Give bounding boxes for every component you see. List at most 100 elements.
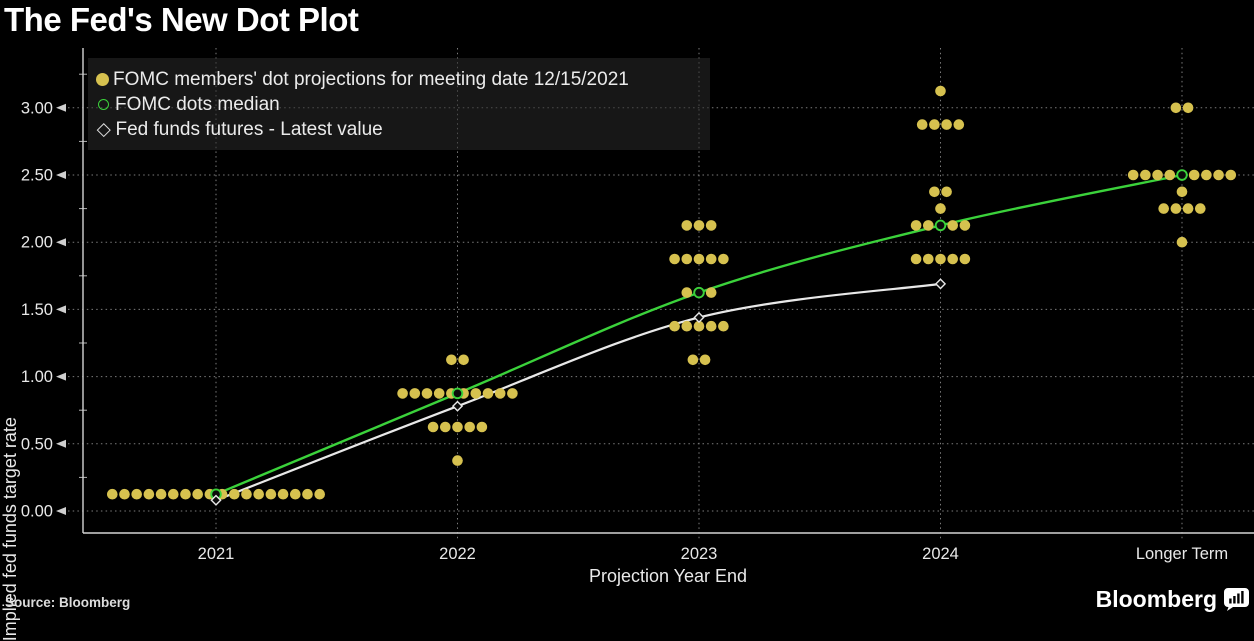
bloomberg-chart-icon bbox=[1224, 588, 1249, 611]
fomc-dot bbox=[1201, 169, 1212, 181]
fomc-dot bbox=[427, 421, 439, 433]
fomc-dot bbox=[143, 488, 155, 500]
fomc-dot bbox=[923, 253, 934, 265]
yellow-dot-icon bbox=[96, 73, 109, 86]
fomc-dot bbox=[452, 455, 463, 466]
fomc-dot bbox=[681, 287, 693, 298]
fomc-dot bbox=[1188, 169, 1200, 181]
y-tick-label: 1.00 bbox=[21, 368, 53, 386]
fomc-dot bbox=[947, 220, 958, 231]
green-circle-icon bbox=[98, 99, 109, 110]
fomc-dot bbox=[693, 253, 705, 265]
fomc-dot bbox=[1182, 102, 1194, 114]
chart-legend: FOMC members' dot projections for meetin… bbox=[88, 58, 710, 150]
y-tick-arrow bbox=[56, 171, 66, 179]
fomc-dot bbox=[507, 388, 518, 399]
fomc-dot bbox=[699, 354, 711, 366]
fomc-dot bbox=[935, 253, 946, 265]
fomc-dot bbox=[458, 354, 469, 366]
median-marker bbox=[934, 219, 947, 232]
fomc-dot bbox=[290, 488, 301, 500]
fomc-dot bbox=[476, 421, 488, 433]
futures-marker bbox=[693, 311, 705, 324]
fomc-dot bbox=[681, 220, 693, 231]
y-tick-label: 1.50 bbox=[21, 301, 53, 319]
fomc-dot bbox=[681, 253, 693, 265]
x-tick-label: 2024 bbox=[922, 545, 959, 563]
fomc-dot bbox=[941, 119, 952, 130]
fomc-dot bbox=[421, 388, 433, 399]
fomc-dot bbox=[168, 488, 179, 500]
fomc-dot bbox=[910, 220, 922, 231]
fomc-dot bbox=[464, 421, 476, 433]
legend-item-median: FOMC dots median bbox=[96, 92, 700, 117]
fomc-dot bbox=[947, 253, 958, 265]
fomc-dot bbox=[910, 253, 922, 265]
median-marker bbox=[693, 286, 705, 299]
legend-label: Fed funds futures - Latest value bbox=[115, 118, 383, 140]
x-tick-label: 2021 bbox=[198, 545, 235, 563]
x-tick-label: Longer Term bbox=[1136, 545, 1228, 563]
fomc-dot bbox=[935, 85, 946, 97]
fomc-dot bbox=[397, 388, 408, 399]
fomc-dot bbox=[669, 253, 680, 265]
futures-marker bbox=[451, 400, 464, 412]
fomc-dot bbox=[916, 119, 928, 130]
fomc-dot bbox=[131, 488, 142, 500]
fomc-dot bbox=[1176, 236, 1188, 248]
fomc-dot bbox=[681, 320, 693, 332]
fomc-dot bbox=[1213, 169, 1224, 181]
fomc-dot bbox=[229, 488, 240, 500]
y-tick-arrow bbox=[56, 439, 66, 448]
fomc-dot bbox=[1152, 169, 1163, 181]
legend-item-fomc-dots: FOMC members' dot projections for meetin… bbox=[96, 67, 700, 92]
fomc-dot bbox=[446, 354, 457, 366]
x-tick-label: 2023 bbox=[681, 545, 718, 563]
bloomberg-logo: Bloomberg bbox=[1096, 586, 1249, 613]
fomc-dot bbox=[409, 388, 421, 399]
fomc-dot bbox=[452, 421, 463, 433]
fomc-dot bbox=[959, 220, 971, 231]
y-tick-label: 2.00 bbox=[21, 234, 53, 252]
fomc-dot bbox=[923, 220, 934, 231]
fomc-dot bbox=[941, 186, 952, 198]
fomc-dot bbox=[959, 253, 971, 265]
fomc-dot bbox=[192, 488, 203, 500]
fomc-dot bbox=[107, 488, 118, 500]
dot-plot-chart: 0.00 0.50 1.00 1.50 2.00 2.50 3.00 2021 2022 2023… bbox=[21, 48, 1254, 563]
futures-marker bbox=[934, 278, 947, 290]
fomc-dot bbox=[693, 220, 705, 231]
y-tick-arrow bbox=[56, 238, 66, 247]
fomc-dot bbox=[1176, 186, 1188, 198]
fomc-dot bbox=[693, 320, 705, 332]
fomc-dot bbox=[705, 220, 717, 231]
source-credit: Source: Bloomberg bbox=[5, 595, 131, 610]
fomc-dot bbox=[302, 488, 313, 500]
x-axis-title: Projection Year End bbox=[588, 566, 748, 586]
fomc-dot bbox=[155, 488, 167, 500]
y-tick-arrow bbox=[56, 372, 66, 381]
page-title: The Fed's New Dot Plot bbox=[4, 1, 359, 38]
y-tick-label: 2.50 bbox=[21, 167, 53, 185]
y-tick-arrow bbox=[56, 103, 66, 112]
white-diamond-icon bbox=[97, 122, 111, 137]
fomc-dot bbox=[277, 488, 289, 500]
fomc-dot bbox=[1140, 169, 1151, 181]
fomc-dot bbox=[433, 388, 445, 399]
fomc-dot bbox=[482, 388, 494, 399]
fomc-dot bbox=[253, 488, 264, 500]
fomc-dot bbox=[119, 488, 130, 500]
fomc-dot bbox=[1225, 169, 1237, 181]
fomc-dot bbox=[1127, 169, 1139, 181]
fomc-dot bbox=[440, 421, 451, 433]
fomc-dot bbox=[718, 320, 729, 332]
futures-marker bbox=[210, 494, 222, 506]
fomc-dot bbox=[1164, 169, 1176, 181]
median-marker bbox=[451, 387, 464, 400]
fomc-dot bbox=[1170, 203, 1182, 214]
fomc-dot bbox=[180, 488, 191, 500]
fomc-dot bbox=[705, 287, 717, 298]
x-tick-label: 2022 bbox=[439, 545, 476, 563]
y-tick-label: 0.00 bbox=[21, 503, 53, 521]
